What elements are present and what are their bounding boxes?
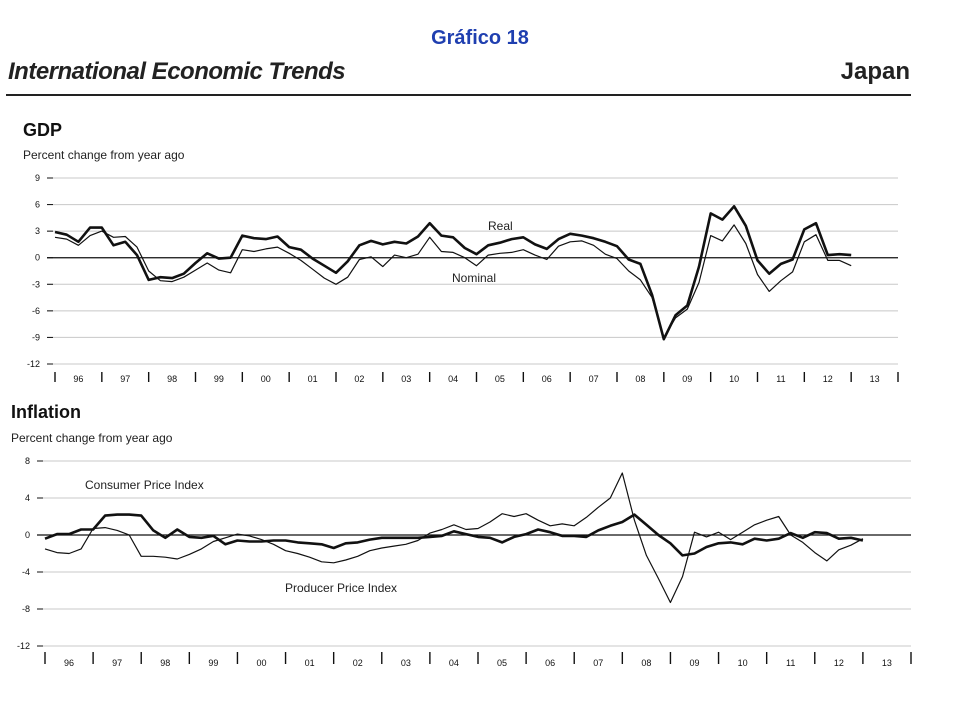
gdp-ytick-label: 0: [35, 253, 40, 263]
inf-year-label: 99: [208, 658, 218, 668]
gdp-chart-subtitle: Percent change from year ago: [23, 148, 185, 162]
inflation-chart-title: Inflation: [11, 402, 81, 422]
gdp-year-label: 13: [870, 374, 880, 384]
inf-year-label: 96: [64, 658, 74, 668]
gdp-year-label: 03: [401, 374, 411, 384]
gdp-year-label: 07: [589, 374, 599, 384]
slide-title: Gráfico 18: [431, 27, 529, 49]
inflation-chart: 8 4 0 -4 -8 -12 96 97 98 99 00 01 02 03 04 05 06 07 08 09 10…: [17, 456, 912, 668]
inf-year-label: 12: [834, 658, 844, 668]
ppi-label: Producer Price Index: [285, 581, 397, 595]
gdp-year-label: 05: [495, 374, 505, 384]
gdp-real-label: Real: [488, 219, 513, 233]
inf-series-producer-price-index: [44, 472, 864, 604]
gdp-year-label: 08: [635, 374, 645, 384]
inf-year-label: 01: [305, 658, 315, 668]
inf-year-label: 04: [449, 658, 459, 668]
inf-ytick-label: 8: [25, 456, 30, 466]
header-rule: [6, 94, 911, 96]
gdp-ytick-label: 3: [35, 226, 40, 236]
inf-year-label: 00: [256, 658, 266, 668]
inf-year-label: 98: [160, 658, 170, 668]
report-title: International Economic Trends: [8, 58, 346, 85]
inf-year-label: 02: [353, 658, 363, 668]
gdp-year-label: 99: [214, 374, 224, 384]
inf-year-label: 13: [882, 658, 892, 668]
inf-series-consumer-price-index: [44, 513, 864, 557]
gdp-year-label: 02: [354, 374, 364, 384]
gdp-ytick-label: -6: [32, 306, 40, 316]
gdp-year-label: 04: [448, 374, 458, 384]
gdp-ytick-label: -12: [27, 359, 40, 369]
gdp-nominal-label: Nominal: [452, 271, 496, 285]
inf-year-label: 07: [593, 658, 603, 668]
inf-ytick-label: 0: [25, 530, 30, 540]
inf-year-label: 06: [545, 658, 555, 668]
gdp-year-label: 10: [729, 374, 739, 384]
gdp-year-label: 01: [308, 374, 318, 384]
gdp-series-nominal: [54, 224, 852, 338]
inf-year-label: 08: [641, 658, 651, 668]
inf-ytick-label: 4: [25, 493, 30, 503]
inf-year-label: 97: [112, 658, 122, 668]
inf-year-label: 05: [497, 658, 507, 668]
gdp-ytick-label: -3: [32, 279, 40, 289]
gdp-year-label: 12: [823, 374, 833, 384]
gdp-chart-title: GDP: [23, 120, 62, 140]
gdp-year-label: 09: [682, 374, 692, 384]
inf-year-label: 11: [786, 658, 795, 668]
gdp-year-label: 11: [776, 374, 785, 384]
inflation-chart-subtitle: Percent change from year ago: [11, 431, 173, 445]
inf-ytick-label: -12: [17, 641, 30, 651]
inf-year-label: 10: [738, 658, 748, 668]
inf-ytick-label: -8: [22, 604, 30, 614]
gdp-year-label: 00: [261, 374, 271, 384]
gdp-year-label: 98: [167, 374, 177, 384]
inf-year-label: 03: [401, 658, 411, 668]
gdp-ytick-label: -9: [32, 332, 40, 342]
gdp-year-label: 97: [120, 374, 130, 384]
gdp-series-real: [54, 205, 852, 341]
inf-ytick-label: -4: [22, 567, 30, 577]
inf-year-label: 09: [689, 658, 699, 668]
gdp-year-label: 06: [542, 374, 552, 384]
country-label: Japan: [840, 58, 910, 85]
cpi-label: Consumer Price Index: [85, 478, 204, 492]
gdp-ytick-label: 6: [35, 200, 40, 210]
gdp-ytick-label: 9: [35, 173, 40, 183]
gdp-year-label: 96: [73, 374, 83, 384]
